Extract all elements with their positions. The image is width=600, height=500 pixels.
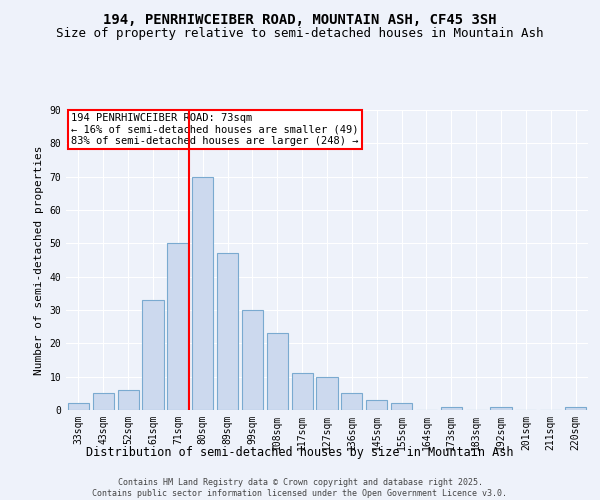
Bar — [167, 244, 188, 410]
Bar — [267, 334, 288, 410]
Bar — [366, 400, 387, 410]
Bar — [391, 404, 412, 410]
Bar — [316, 376, 338, 410]
Text: Distribution of semi-detached houses by size in Mountain Ash: Distribution of semi-detached houses by … — [86, 446, 514, 459]
Bar — [292, 374, 313, 410]
Text: Contains HM Land Registry data © Crown copyright and database right 2025.
Contai: Contains HM Land Registry data © Crown c… — [92, 478, 508, 498]
Bar — [192, 176, 213, 410]
Bar — [68, 404, 89, 410]
Y-axis label: Number of semi-detached properties: Number of semi-detached properties — [34, 145, 44, 375]
Bar — [118, 390, 139, 410]
Bar — [142, 300, 164, 410]
Bar — [242, 310, 263, 410]
Bar — [490, 406, 512, 410]
Bar — [565, 406, 586, 410]
Bar — [93, 394, 114, 410]
Text: 194 PENRHIWCEIBER ROAD: 73sqm
← 16% of semi-detached houses are smaller (49)
83%: 194 PENRHIWCEIBER ROAD: 73sqm ← 16% of s… — [71, 113, 359, 146]
Text: 194, PENRHIWCEIBER ROAD, MOUNTAIN ASH, CF45 3SH: 194, PENRHIWCEIBER ROAD, MOUNTAIN ASH, C… — [103, 12, 497, 26]
Bar — [441, 406, 462, 410]
Text: Size of property relative to semi-detached houses in Mountain Ash: Size of property relative to semi-detach… — [56, 28, 544, 40]
Bar — [217, 254, 238, 410]
Bar — [341, 394, 362, 410]
